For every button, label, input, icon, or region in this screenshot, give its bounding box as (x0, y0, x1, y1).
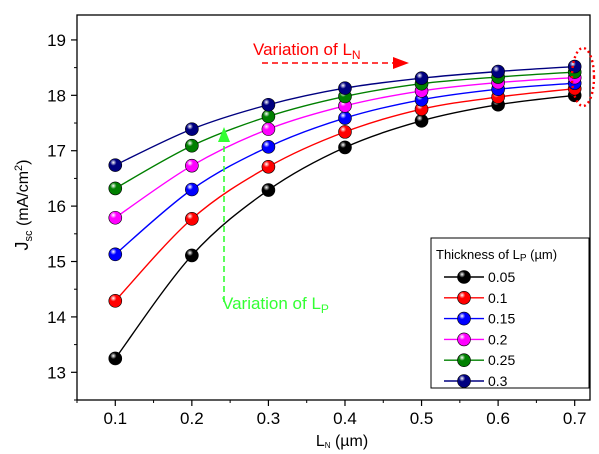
legend-items: 0.05 0.1 0.15 0.2 0.25 0.3 (444, 269, 515, 389)
data-point (338, 125, 352, 139)
data-point (108, 247, 123, 262)
data-point (185, 212, 199, 226)
legend-marker (457, 270, 471, 284)
data-point (108, 210, 123, 225)
annotation-lp: Variation of LP (222, 294, 329, 316)
data-point (338, 81, 352, 95)
data-point (261, 97, 276, 112)
data-point (108, 294, 123, 308)
legend-marker (457, 353, 471, 368)
y-tick-label: 16 (47, 197, 66, 216)
annotation-ln-text: Variation of L (253, 40, 352, 59)
data-point (261, 140, 276, 154)
x-tick-label: 0.1 (103, 409, 127, 428)
y-axis-title: Jsc (mA/cm2) (12, 160, 35, 251)
data-point (185, 122, 199, 136)
data-point (261, 122, 276, 136)
annotation-lp-arrowhead (218, 127, 230, 142)
y-tick-label: 17 (47, 142, 66, 161)
annotation-lp-sub: P (321, 302, 329, 316)
legend-title: Thickness of LP (µm) (436, 247, 557, 264)
legend-item: 0.1 (444, 290, 508, 306)
data-point (185, 158, 199, 173)
legend-item: 0.05 (444, 269, 515, 285)
x-tick-label: 0.5 (410, 409, 434, 428)
x-axis-title-main: L (316, 433, 325, 450)
y-axis-title-main: J (12, 242, 32, 251)
data-point (108, 158, 123, 172)
data-point (108, 351, 123, 366)
y-axis-title-rest: (mA/cm (15, 171, 32, 231)
y-tick-label: 14 (47, 308, 66, 327)
data-point (414, 71, 429, 85)
x-axis-title-rest: (µm) (331, 433, 369, 450)
annotation-ln-arrowhead (393, 57, 409, 69)
legend: Thickness of LP (µm) 0.050.10.150.20.250… (430, 237, 590, 389)
legend-marker (457, 311, 471, 326)
axes: 0.1 0.2 0.3 0.4 0.5 0.6 0.7 13 14 15 16 17 18 19 (47, 14, 591, 428)
x-tick-label: 0.2 (180, 409, 204, 428)
legend-marker (457, 332, 471, 347)
x-tick-label: 0.3 (257, 409, 281, 428)
x-tick-label: 0.7 (563, 409, 587, 428)
series-layer (108, 59, 582, 366)
data-point (414, 114, 429, 128)
y-tick-label: 13 (47, 363, 66, 382)
data-point (491, 64, 505, 79)
legend-marker (457, 374, 471, 388)
legend-item: 0.3 (444, 373, 508, 389)
y-axis-title-end: ) (15, 160, 32, 165)
y-axis-title-sup: 2 (13, 165, 25, 171)
data-point (108, 181, 123, 196)
x-axis-title-sub: N (325, 441, 331, 450)
legend-item: 0.2 (444, 331, 508, 347)
legend-box (430, 237, 590, 389)
legend-label: 0.2 (488, 331, 508, 347)
annotation-ln-sub: N (352, 48, 361, 62)
y-axis-title-sub: sc (23, 230, 35, 242)
x-tick-label: 0.4 (333, 409, 357, 428)
data-point (185, 248, 199, 263)
data-point (567, 59, 582, 74)
legend-title-sub: P (520, 253, 527, 264)
data-point (261, 109, 276, 124)
data-point (185, 138, 199, 153)
series-0.1 (108, 81, 582, 308)
legend-marker (457, 290, 471, 305)
plot-frame (76, 14, 591, 401)
data-point (338, 140, 352, 155)
data-point (261, 159, 276, 174)
legend-label: 0.25 (488, 352, 515, 368)
legend-label: 0.05 (488, 269, 515, 285)
annotation-ln: Variation of LN (253, 40, 361, 62)
highlight-ellipse (570, 46, 596, 108)
series-0.3 (108, 59, 582, 172)
y-tick-label: 19 (47, 31, 66, 50)
legend-label: 0.1 (488, 290, 508, 306)
legend-item: 0.15 (444, 311, 515, 327)
legend-title-main: Thickness of L (436, 247, 520, 262)
data-point (185, 182, 199, 197)
data-point (261, 183, 276, 197)
legend-title-rest: (µm) (527, 247, 558, 262)
legend-label: 0.3 (488, 373, 508, 389)
x-axis-title: LN (µm) (316, 433, 368, 450)
data-point (338, 111, 352, 125)
x-tick-label: 0.6 (486, 409, 510, 428)
y-tick-label: 18 (47, 86, 66, 105)
legend-label: 0.15 (488, 311, 515, 327)
annotation-lp-text: Variation of L (222, 294, 321, 313)
legend-item: 0.25 (444, 352, 515, 368)
y-tick-label: 15 (47, 253, 66, 272)
